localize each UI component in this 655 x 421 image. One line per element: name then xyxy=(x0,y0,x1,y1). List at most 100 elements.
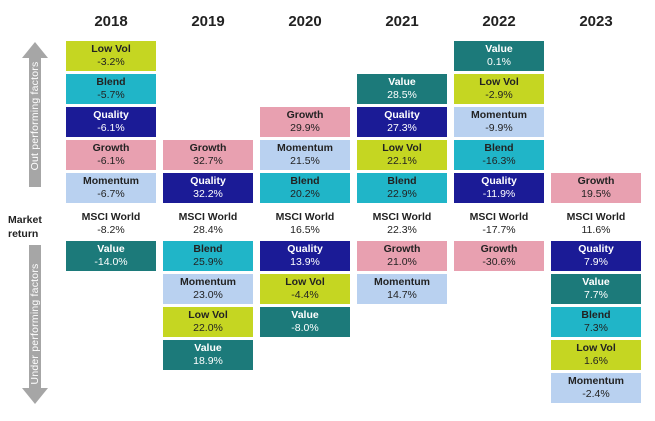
market-return-cell: MSCI World 11.6% xyxy=(551,211,641,237)
factor-name: Quality xyxy=(190,175,226,187)
factor-cell-low-vol: Low Vol -3.2% xyxy=(66,41,156,71)
factor-name: Momentum xyxy=(374,276,430,288)
factor-return-value: 32.7% xyxy=(193,155,223,167)
factor-name: Quality xyxy=(93,109,129,121)
year-header: 2019 xyxy=(191,13,225,30)
factor-cell-low-vol: Low Vol 1.6% xyxy=(551,340,641,370)
factor-cell-blend: Blend -5.7% xyxy=(66,74,156,104)
factor-name: Growth xyxy=(92,142,130,154)
factor-name: Low Vol xyxy=(479,76,519,88)
factor-return-value: -2.4% xyxy=(582,388,610,400)
factor-name: Momentum xyxy=(83,175,139,187)
factor-return-value: 7.7% xyxy=(584,289,608,301)
market-return-value: -17.7% xyxy=(482,224,516,236)
factor-return-value: -30.6% xyxy=(482,256,516,268)
factor-cell-quality: Quality 7.9% xyxy=(551,241,641,271)
down-arrow-label: Under performing factors xyxy=(29,263,41,385)
factor-name: Momentum xyxy=(277,142,333,154)
factor-cell-blend: Blend 22.9% xyxy=(357,173,447,203)
factor-cell-momentum: Momentum 23.0% xyxy=(163,274,253,304)
factor-return-value: 25.9% xyxy=(193,256,223,268)
factor-return-value: 22.0% xyxy=(193,322,223,334)
factor-name: Value xyxy=(485,43,513,55)
factor-cell-low-vol: Low Vol 22.0% xyxy=(163,307,253,337)
factor-return-value: -3.2% xyxy=(97,56,125,68)
market-return-label: Market return xyxy=(8,213,42,241)
market-return-cell: MSCI World -8.2% xyxy=(66,211,156,237)
factor-cell-value: Value -8.0% xyxy=(260,307,350,337)
year-header: 2023 xyxy=(579,13,613,30)
factor-name: Blend xyxy=(387,175,417,187)
factor-return-value: -5.7% xyxy=(97,89,125,101)
factor-cell-value: Value -14.0% xyxy=(66,241,156,271)
factor-return-value: 29.9% xyxy=(290,122,320,134)
factor-name: Low Vol xyxy=(382,142,422,154)
factor-cell-blend: Blend 25.9% xyxy=(163,241,253,271)
factor-name: Value xyxy=(582,276,610,288)
factor-cell-low-vol: Low Vol 22.1% xyxy=(357,140,447,170)
factor-return-value: 27.3% xyxy=(387,122,417,134)
factor-name: Value xyxy=(291,309,319,321)
factor-name: Blend xyxy=(581,309,611,321)
factor-cell-growth: Growth 19.5% xyxy=(551,173,641,203)
factor-cell-low-vol: Low Vol -4.4% xyxy=(260,274,350,304)
factor-name: Blend xyxy=(193,243,223,255)
market-index-name: MSCI World xyxy=(178,211,238,223)
factor-name: Value xyxy=(194,342,222,354)
factor-name: Growth xyxy=(480,243,518,255)
factor-cell-growth: Growth 29.9% xyxy=(260,107,350,137)
factor-cell-growth: Growth 21.0% xyxy=(357,241,447,271)
factor-name: Momentum xyxy=(568,375,624,387)
factor-name: Blend xyxy=(484,142,514,154)
market-return-value: 16.5% xyxy=(290,224,320,236)
year-header: 2021 xyxy=(385,13,419,30)
factor-name: Blend xyxy=(96,76,126,88)
factor-return-value: 28.5% xyxy=(387,89,417,101)
market-return-cell: MSCI World -17.7% xyxy=(454,211,544,237)
factor-return-value: -6.1% xyxy=(97,122,125,134)
factor-return-value: 14.7% xyxy=(387,289,417,301)
factor-return-value: 32.2% xyxy=(193,188,223,200)
factor-cell-momentum: Momentum 21.5% xyxy=(260,140,350,170)
factor-cell-momentum: Momentum -2.4% xyxy=(551,373,641,403)
factor-return-value: -16.3% xyxy=(482,155,516,167)
factor-name: Growth xyxy=(383,243,421,255)
factor-name: Momentum xyxy=(471,109,527,121)
factor-return-value: 21.0% xyxy=(387,256,417,268)
market-index-name: MSCI World xyxy=(469,211,529,223)
factor-cell-quality: Quality 27.3% xyxy=(357,107,447,137)
factor-cell-blend: Blend 7.3% xyxy=(551,307,641,337)
factor-name: Quality xyxy=(384,109,420,121)
market-index-name: MSCI World xyxy=(81,211,141,223)
factor-name: Low Vol xyxy=(188,309,228,321)
factor-return-value: -4.4% xyxy=(291,289,319,301)
factor-return-value: -6.7% xyxy=(97,188,125,200)
factor-cell-quality: Quality 32.2% xyxy=(163,173,253,203)
factor-return-value: 19.5% xyxy=(581,188,611,200)
market-index-name: MSCI World xyxy=(566,211,626,223)
factor-cell-low-vol: Low Vol -2.9% xyxy=(454,74,544,104)
factor-return-value: 20.2% xyxy=(290,188,320,200)
market-return-cell: MSCI World 22.3% xyxy=(357,211,447,237)
market-return-cell: MSCI World 16.5% xyxy=(260,211,350,237)
factor-name: Value xyxy=(97,243,125,255)
factor-return-value: 18.9% xyxy=(193,355,223,367)
market-index-name: MSCI World xyxy=(275,211,335,223)
factor-cell-value: Value 7.7% xyxy=(551,274,641,304)
factor-cell-blend: Blend 20.2% xyxy=(260,173,350,203)
factor-return-value: 22.1% xyxy=(387,155,417,167)
factor-cell-growth: Growth -6.1% xyxy=(66,140,156,170)
market-label-line1: Market xyxy=(8,214,42,226)
factor-name: Low Vol xyxy=(285,276,325,288)
factor-return-value: 1.6% xyxy=(584,355,608,367)
factor-return-value: -2.9% xyxy=(485,89,513,101)
factor-name: Quality xyxy=(287,243,323,255)
factor-return-value: -14.0% xyxy=(94,256,128,268)
factor-cell-growth: Growth 32.7% xyxy=(163,140,253,170)
market-return-value: -8.2% xyxy=(97,224,125,236)
factor-name: Low Vol xyxy=(91,43,131,55)
market-return-value: 11.6% xyxy=(581,224,611,236)
factor-cell-momentum: Momentum -9.9% xyxy=(454,107,544,137)
factor-return-value: 23.0% xyxy=(193,289,223,301)
